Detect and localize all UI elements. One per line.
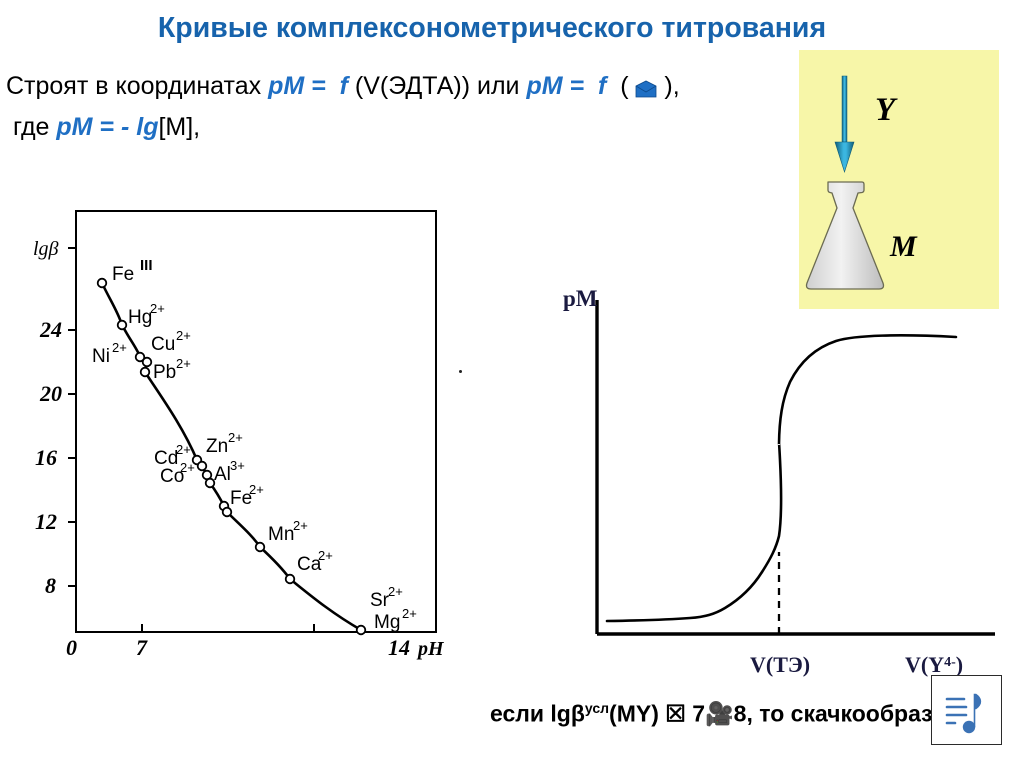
svg-text:pM: pM bbox=[563, 286, 598, 311]
svg-text:V(Y4-): V(Y4-) bbox=[905, 652, 963, 677]
svg-text:V(ТЭ): V(ТЭ) bbox=[750, 652, 810, 677]
